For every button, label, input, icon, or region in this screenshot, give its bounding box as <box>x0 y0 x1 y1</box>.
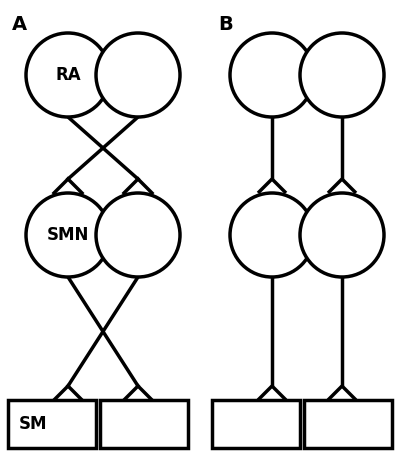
Text: B: B <box>218 15 233 34</box>
Text: SM: SM <box>18 415 47 433</box>
Bar <box>8 400 96 448</box>
Bar <box>100 400 188 448</box>
Text: SMN: SMN <box>47 226 89 244</box>
Bar <box>212 400 300 448</box>
Circle shape <box>230 33 314 117</box>
Circle shape <box>300 33 384 117</box>
Circle shape <box>96 193 180 277</box>
Circle shape <box>96 33 180 117</box>
Text: RA: RA <box>55 66 81 84</box>
Text: A: A <box>12 15 27 34</box>
Circle shape <box>230 193 314 277</box>
Bar <box>304 400 392 448</box>
Circle shape <box>26 193 110 277</box>
Circle shape <box>300 193 384 277</box>
Circle shape <box>26 33 110 117</box>
